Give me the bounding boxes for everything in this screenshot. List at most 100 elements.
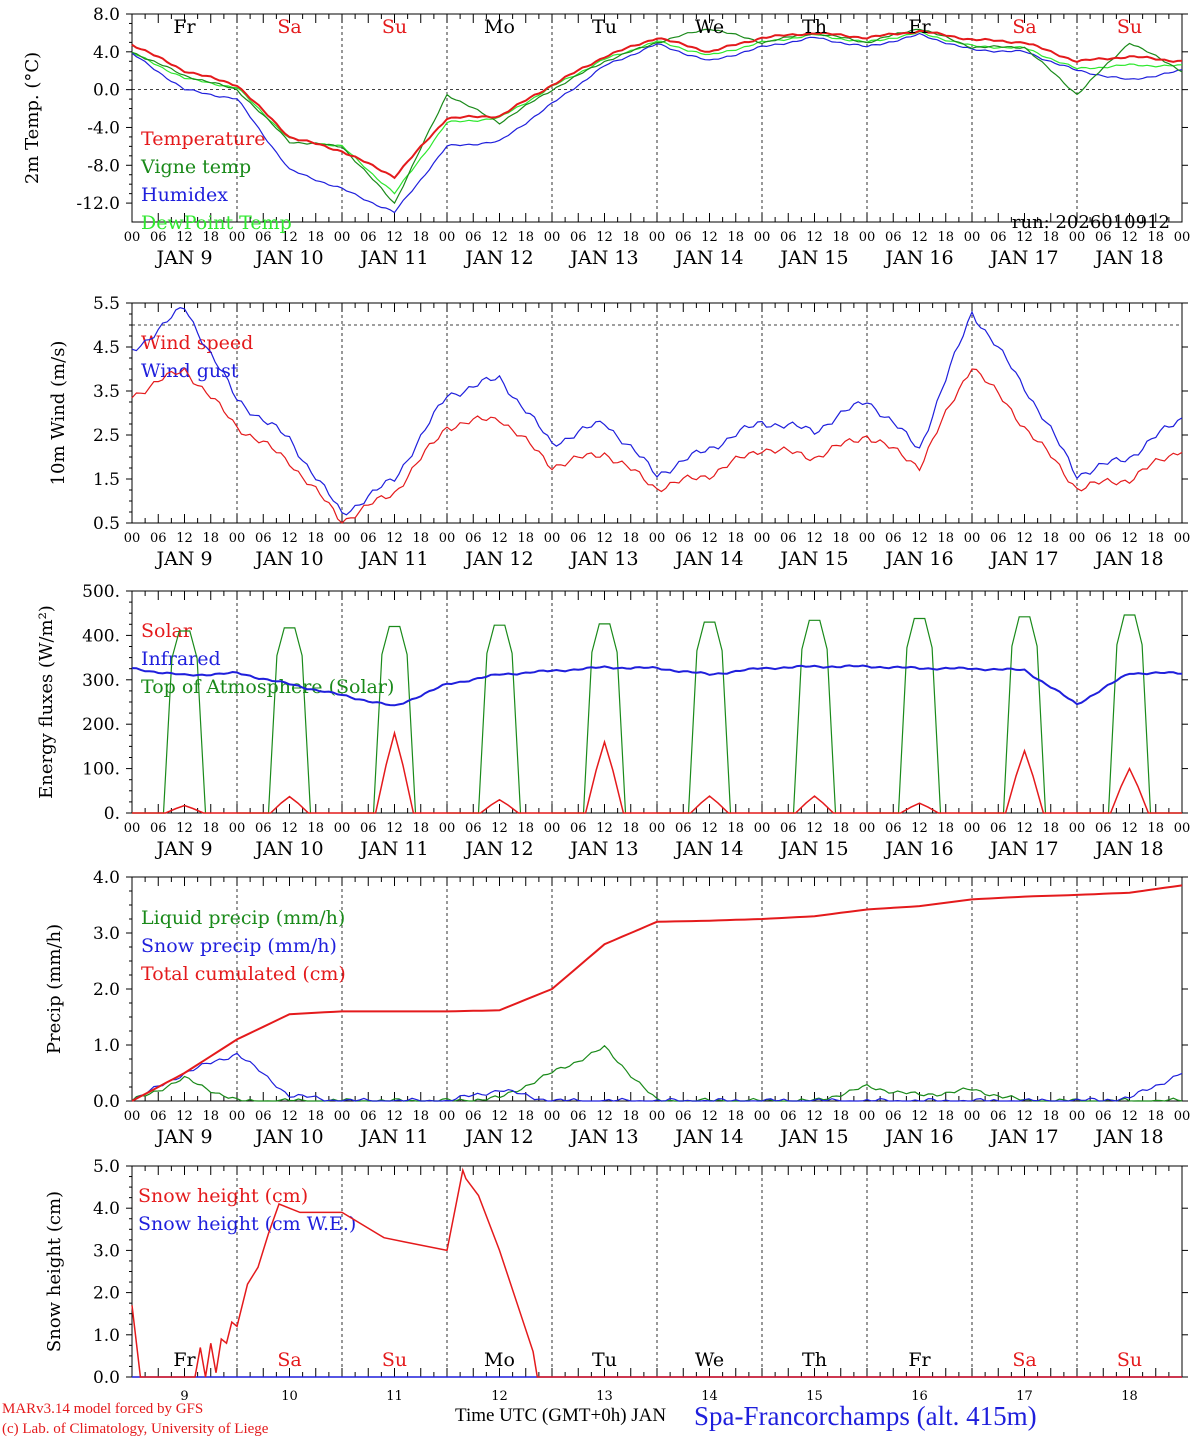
series-line xyxy=(131,307,1183,516)
hour-tick-label: 06 xyxy=(780,230,797,245)
legend-entry: Vigne temp xyxy=(140,156,251,178)
hour-tick-label: 12 xyxy=(386,1109,403,1124)
date-label: JAN 10 xyxy=(253,548,323,570)
station-name: Spa-Francorchamps (alt. 415m) xyxy=(694,1401,1037,1431)
date-label: JAN 11 xyxy=(358,247,428,269)
date-label: JAN 11 xyxy=(358,1126,428,1148)
series-line xyxy=(131,367,1183,524)
hour-tick-label: 12 xyxy=(491,821,508,836)
hour-tick-label: 00 xyxy=(754,230,771,245)
hour-tick-label: 00 xyxy=(229,531,246,546)
hour-tick-label: 06 xyxy=(1095,1109,1112,1124)
hour-tick-label: 12 xyxy=(1121,230,1138,245)
hour-tick-label: 12 xyxy=(1016,1109,1033,1124)
date-label: JAN 15 xyxy=(778,1126,848,1148)
hour-tick-label: 06 xyxy=(1095,821,1112,836)
hour-tick-label: 12 xyxy=(386,531,403,546)
day-name: Fr xyxy=(908,1349,931,1371)
hour-tick-label: 00 xyxy=(1069,230,1086,245)
hour-tick-label: 12 xyxy=(386,230,403,245)
legend-entry: Wind speed xyxy=(141,332,253,354)
hour-tick-label: 00 xyxy=(439,821,456,836)
date-label: JAN 15 xyxy=(778,838,848,860)
toa-solar-line xyxy=(762,619,837,814)
y-tick-label: -12.0 xyxy=(76,194,120,214)
hour-tick-label: 12 xyxy=(596,821,613,836)
series-line xyxy=(131,884,1183,1102)
hour-tick-label: 06 xyxy=(780,1109,797,1124)
hour-tick-label: 18 xyxy=(1147,821,1164,836)
hour-tick-label: 12 xyxy=(911,821,928,836)
hour-tick-label: 06 xyxy=(150,531,167,546)
hour-tick-label: 00 xyxy=(334,821,351,836)
hour-tick-label: 12 xyxy=(1121,821,1138,836)
hour-tick-label: 00 xyxy=(124,531,141,546)
hour-tick-label: 00 xyxy=(124,1109,141,1124)
date-label: JAN 10 xyxy=(253,1126,323,1148)
hour-tick-label: 12 xyxy=(701,230,718,245)
day-name: Su xyxy=(382,16,407,38)
y-tick-label: 2.5 xyxy=(93,426,120,446)
day-name: We xyxy=(695,1349,724,1371)
hour-tick-label: 18 xyxy=(622,821,639,836)
hour-tick-label: 00 xyxy=(754,1109,771,1124)
hour-tick-label: 06 xyxy=(255,230,272,245)
credit-line-2: (c) Lab. of Climatology, University of L… xyxy=(2,1421,269,1437)
y-axis-label: Snow height (cm) xyxy=(44,1191,65,1352)
hour-tick-label: 18 xyxy=(1147,531,1164,546)
hour-tick-label: 00 xyxy=(439,1109,456,1124)
hour-tick-label: 06 xyxy=(780,531,797,546)
toa-solar-line xyxy=(447,624,522,814)
hour-tick-label: 00 xyxy=(964,1109,981,1124)
hour-tick-label: 06 xyxy=(465,230,482,245)
hour-tick-label: 06 xyxy=(675,531,692,546)
hour-tick-label: 06 xyxy=(885,1109,902,1124)
hour-tick-label: 00 xyxy=(649,531,666,546)
hour-tick-label: 00 xyxy=(334,531,351,546)
date-label: JAN 10 xyxy=(253,838,323,860)
y-tick-label: 1.5 xyxy=(93,470,120,490)
hour-tick-label: 00 xyxy=(124,230,141,245)
y-tick-label: 400. xyxy=(82,626,120,646)
hour-tick-label: 00 xyxy=(964,531,981,546)
y-tick-label: 100. xyxy=(82,760,120,780)
hour-tick-label: 06 xyxy=(150,1109,167,1124)
hour-tick-label: 00 xyxy=(649,1109,666,1124)
hour-tick-label: 18 xyxy=(937,1109,954,1124)
hour-tick-label: 12 xyxy=(281,531,298,546)
hour-tick-label: 18 xyxy=(517,821,534,836)
date-label: JAN 15 xyxy=(778,247,848,269)
day-number-label: 18 xyxy=(1121,1389,1138,1404)
legend-entry: Wind gust xyxy=(141,360,239,382)
hour-tick-label: 00 xyxy=(859,1109,876,1124)
hour-tick-label: 12 xyxy=(596,531,613,546)
date-label: JAN 9 xyxy=(154,247,212,269)
date-label: JAN 13 xyxy=(568,548,638,570)
legend-entry: Liquid precip (mm/h) xyxy=(141,907,345,929)
y-tick-label: 5.5 xyxy=(93,294,120,314)
hour-tick-label: 06 xyxy=(1095,531,1112,546)
hour-tick-label: 18 xyxy=(832,531,849,546)
hour-tick-label: 00 xyxy=(229,1109,246,1124)
hour-tick-label: 00 xyxy=(334,1109,351,1124)
day-number-label: 16 xyxy=(911,1389,928,1404)
date-label: JAN 15 xyxy=(778,548,848,570)
date-label: JAN 14 xyxy=(673,247,743,269)
hour-tick-label: 00 xyxy=(859,821,876,836)
day-name: Sa xyxy=(1012,16,1036,38)
y-tick-label: 4.5 xyxy=(93,338,120,358)
date-label: JAN 14 xyxy=(673,548,743,570)
day-name: Mo xyxy=(484,1349,515,1371)
hour-tick-label: 00 xyxy=(964,230,981,245)
y-tick-label: 500. xyxy=(82,582,120,602)
y-tick-label: 0. xyxy=(104,804,120,824)
y-tick-label: 0.0 xyxy=(93,1092,120,1112)
hour-tick-label: 06 xyxy=(465,821,482,836)
date-label: JAN 16 xyxy=(883,548,953,570)
hour-tick-label: 12 xyxy=(701,1109,718,1124)
panel-flux: 500. 400. 300. 200. 100. 0. Energy fluxes (W/m… xyxy=(36,582,1190,860)
date-label: JAN 9 xyxy=(154,838,212,860)
hour-tick-label: 18 xyxy=(307,230,324,245)
y-tick-label: 1.0 xyxy=(93,1036,120,1056)
day-number-label: 15 xyxy=(806,1389,823,1404)
